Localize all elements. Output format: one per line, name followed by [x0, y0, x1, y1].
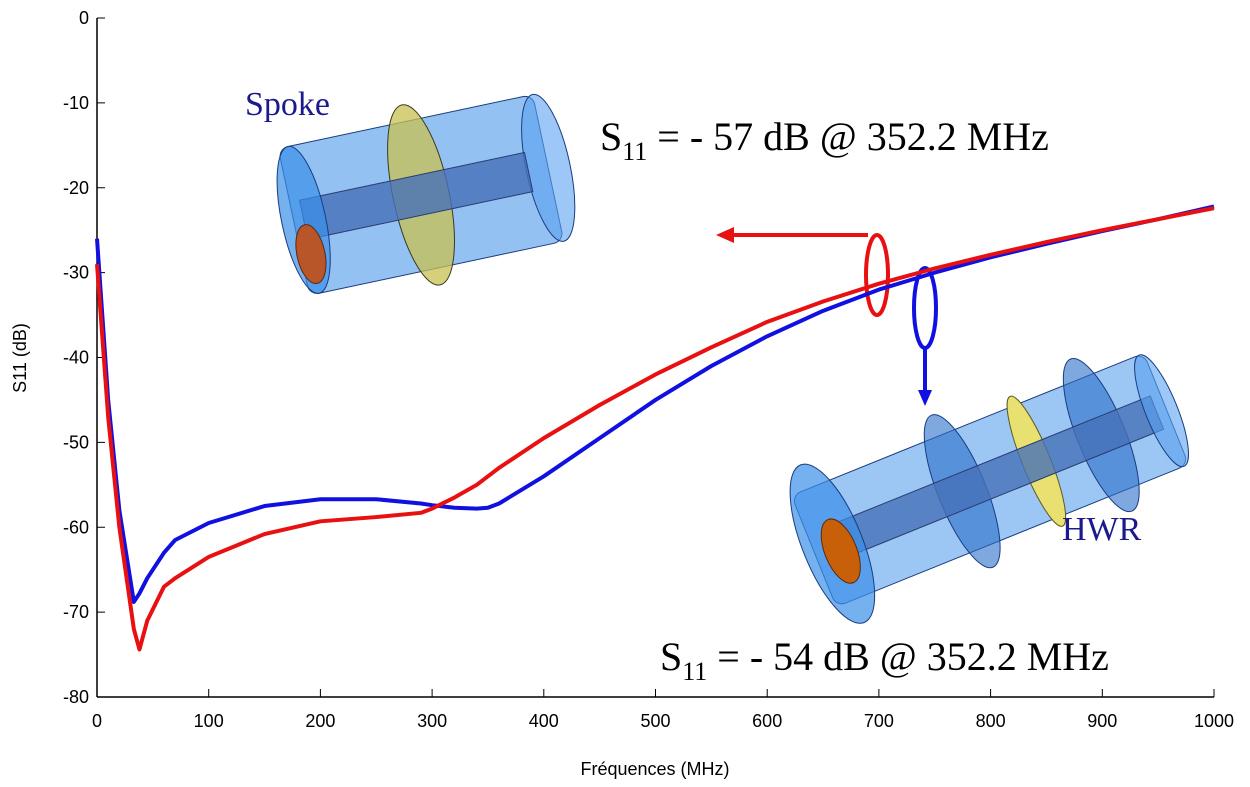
x-tick-label: 100: [194, 711, 224, 731]
x-tick-label: 900: [1087, 711, 1117, 731]
x-tick-label: 800: [976, 711, 1006, 731]
y-tick-label: -80: [63, 687, 89, 707]
x-tick-label: 500: [640, 711, 670, 731]
annotation-sub: 11: [622, 137, 647, 166]
x-tick-label: 1000: [1194, 711, 1234, 731]
x-tick-label: 700: [864, 711, 894, 731]
hwr-cavity-image: [773, 326, 1208, 634]
x-tick-label: 0: [92, 711, 102, 731]
x-axis-label: Fréquences (MHz): [580, 759, 729, 779]
spoke-label: Spoke: [245, 86, 330, 123]
y-tick-label: -60: [63, 517, 89, 537]
red-pointer: [716, 227, 888, 315]
y-tick-label: -40: [63, 348, 89, 368]
annotation-rest: = - 54 dB @ 352.2 MHz: [717, 634, 1109, 679]
y-axis-label: S11 (dB): [10, 323, 30, 393]
red-annotation: S11 = - 57 dB @ 352.2 MHz: [600, 114, 1049, 166]
y-tick-label: -50: [63, 432, 89, 452]
blue-pointer: [914, 268, 936, 406]
y-tick-label: 0: [79, 8, 89, 28]
x-tick-label: 300: [417, 711, 447, 731]
y-tick-label: -10: [63, 93, 89, 113]
annotation-rest: = - 57 dB @ 352.2 MHz: [657, 114, 1049, 159]
hwr-label: HWR: [1062, 511, 1142, 548]
annotation-s: S: [660, 634, 682, 679]
y-tick-label: -20: [63, 178, 89, 198]
y-tick-label: -30: [63, 263, 89, 283]
x-tick-label: 600: [752, 711, 782, 731]
annotation-sub: 11: [682, 657, 707, 686]
annotation-s: S: [600, 114, 622, 159]
x-tick-label: 200: [305, 711, 335, 731]
x-tick-label: 400: [529, 711, 559, 731]
chart: Spoke HWR S11= - 57 dB @ 352.2 MHz S11= …: [0, 0, 1250, 787]
blue-annotation: S11 = - 54 dB @ 352.2 MHz: [660, 634, 1109, 686]
y-tick-label: -70: [63, 602, 89, 622]
